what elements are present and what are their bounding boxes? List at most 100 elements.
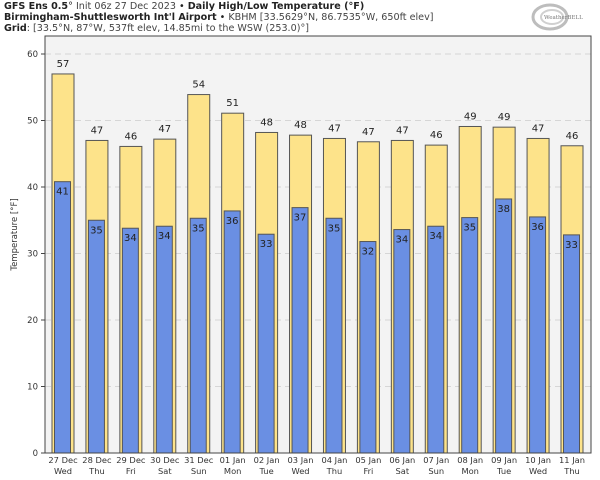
high-value-label: 48 (260, 117, 273, 128)
high-value-label: 47 (328, 123, 341, 134)
y-tick-label: 20 (27, 316, 38, 326)
x-tick-day: Mon (224, 466, 242, 476)
low-value-label: 41 (56, 187, 69, 198)
x-tick-day: Sat (396, 466, 410, 476)
station-name: Birmingham-Shuttlesworth Int'l Airport (4, 12, 217, 23)
high-value-label: 46 (124, 131, 137, 142)
x-tick-day: Thu (563, 466, 580, 476)
header-line-3: Grid: [33.5°N, 87°W, 537ft elev, 14.85mi… (4, 23, 309, 34)
x-tick-day: Sun (428, 466, 444, 476)
low-bar (529, 216, 547, 454)
low-bar (257, 233, 275, 454)
grid-label: Grid (4, 23, 27, 34)
x-tick-date: 11 Jan (559, 455, 585, 465)
low-bar (495, 198, 513, 454)
value-labels: 57 41 47 35 46 34 47 34 54 35 51 36 48 33 48 37 47 35 47 32… (56, 59, 578, 258)
high-value-label: 46 (566, 131, 579, 142)
x-tick-date: 03 Jan (288, 455, 314, 465)
station-info: KBHM [33.5629°N, 86.7535°W, 650ft elev] (228, 12, 434, 23)
x-tick-day: Thu (326, 466, 343, 476)
logo-swirl-icon (531, 3, 569, 31)
x-tick-date: 07 Jan (423, 455, 449, 465)
x-tick-day: Sun (191, 466, 207, 476)
y-tick-label: 40 (27, 183, 38, 193)
x-tick-day: Tue (259, 466, 274, 476)
low-value-label: 36 (531, 222, 544, 233)
y-tick-label: 50 (27, 117, 38, 127)
x-tick-date: 08 Jan (457, 455, 483, 465)
high-value-label: 47 (158, 124, 171, 135)
logo-swirl-inner-icon (540, 9, 564, 25)
plot-frame (44, 35, 592, 454)
y-tick-label: 60 (27, 50, 38, 60)
grid-info: : [33.5°N, 87°W, 537ft elev, 14.85mi to … (26, 23, 309, 34)
x-tick-date: 09 Jan (491, 455, 517, 465)
x-tick-day: Tue (496, 466, 511, 476)
low-bar (223, 210, 241, 454)
high-value-label: 47 (396, 125, 409, 136)
model-name: GFS Ens 0.5 (4, 1, 69, 12)
high-value-label: 49 (498, 112, 511, 123)
high-value-label: 49 (464, 111, 477, 122)
low-value-label: 35 (192, 223, 205, 234)
low-bar (189, 217, 207, 454)
bullet: • (175, 1, 188, 12)
low-bar (87, 219, 105, 454)
low-bar (563, 234, 580, 454)
x-tick-date: 02 Jan (254, 455, 280, 465)
x-tick-day: Wed (54, 466, 72, 476)
high-value-label: 48 (294, 120, 307, 131)
degree-symbol: ° (68, 1, 73, 12)
logo-text: WeatherBELL (544, 15, 583, 21)
high-value-label: 51 (226, 98, 239, 109)
x-tick-date: 27 Dec (48, 455, 78, 465)
high-value-label: 46 (430, 130, 443, 141)
y-axis-label: Temperature [°F] (10, 198, 20, 271)
y-axis-ticks: 0 10 20 30 40 50 60 (27, 50, 45, 459)
x-tick-date: 06 Jan (389, 455, 415, 465)
x-tick-date: 31 Dec (184, 455, 214, 465)
low-value-label: 34 (395, 235, 408, 246)
x-tick-day: Fri (363, 466, 373, 476)
x-tick-date: 30 Dec (150, 455, 180, 465)
low-value-label: 38 (497, 204, 510, 215)
y-tick-label: 10 (27, 383, 38, 393)
high-value-label: 47 (532, 123, 545, 134)
y-tick-label: 0 (33, 449, 38, 459)
x-tick-date: 28 Dec (82, 455, 112, 465)
x-tick-date: 05 Jan (355, 455, 381, 465)
low-bar (325, 217, 343, 454)
low-value-label: 37 (294, 213, 307, 224)
low-value-label: 35 (463, 223, 476, 234)
low-value-label: 34 (124, 233, 137, 244)
x-tick-day: Fri (126, 466, 136, 476)
y-tick-label: 30 (27, 250, 38, 260)
low-bar (121, 227, 139, 454)
x-tick-date: 04 Jan (321, 455, 347, 465)
bars (51, 73, 584, 454)
x-tick-date: 29 Dec (116, 455, 146, 465)
init-time: Init 06z 27 Dec 2023 (72, 1, 176, 12)
weatherbell-logo: WeatherBELL (531, 3, 583, 31)
low-bar (54, 181, 71, 454)
x-tick-day: Sat (158, 466, 172, 476)
header-line-1: GFS Ens 0.5° Init 06z 27 Dec 2023 • Dail… (4, 1, 364, 12)
x-tick-day: Wed (291, 466, 309, 476)
high-value-label: 47 (91, 125, 104, 136)
x-tick-day: Mon (461, 466, 479, 476)
x-tick-day: Wed (529, 466, 547, 476)
high-value-label: 54 (192, 80, 205, 91)
low-value-label: 36 (226, 216, 239, 227)
low-value-label: 33 (565, 240, 578, 251)
low-value-label: 33 (260, 239, 273, 250)
x-tick-date: 01 Jan (220, 455, 246, 465)
low-value-label: 34 (158, 231, 171, 242)
product-title: Daily High/Low Temperature (°F) (187, 1, 365, 12)
low-bar (359, 241, 377, 454)
x-tick-date: 10 Jan (525, 455, 551, 465)
low-bar (393, 229, 411, 454)
header-line-2: Birmingham-Shuttlesworth Int'l Airport •… (4, 12, 434, 23)
low-bar (291, 207, 309, 454)
